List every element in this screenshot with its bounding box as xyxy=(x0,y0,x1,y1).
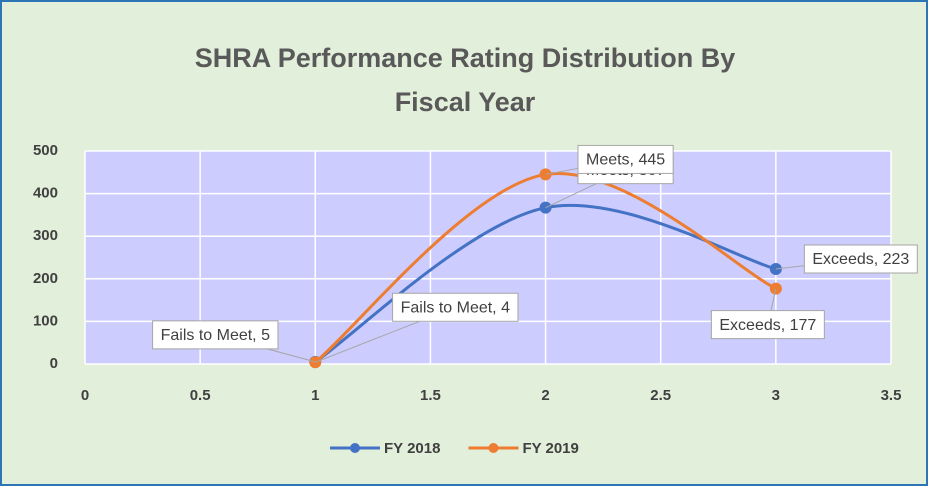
legend-label: FY 2019 xyxy=(522,440,578,457)
y-tick-label: 100 xyxy=(33,312,58,329)
x-tick-label: 2.5 xyxy=(650,387,671,404)
data-label-box xyxy=(392,292,519,322)
data-label-box xyxy=(710,310,825,340)
x-tick-label: 1.5 xyxy=(420,387,441,404)
x-tick-label: 0.5 xyxy=(190,387,211,404)
y-tick-label: 300 xyxy=(33,227,58,244)
x-tick-label: 3 xyxy=(772,387,780,404)
data-label-box xyxy=(803,244,918,274)
data-label: Exceeds, 223 xyxy=(812,251,909,268)
legend-marker xyxy=(350,443,360,453)
data-label-box xyxy=(152,320,279,350)
data-label: Meets, 445 xyxy=(586,152,665,169)
y-tick-label: 400 xyxy=(33,185,58,202)
data-label: Fails to Meet, 4 xyxy=(401,300,510,317)
x-tick-label: 1 xyxy=(311,387,319,404)
data-label: Exceeds, 177 xyxy=(719,317,816,334)
chart-title: SHRA Performance Rating Distribution By … xyxy=(194,43,736,117)
data-label-box xyxy=(577,144,674,174)
y-tick-label: 500 xyxy=(33,142,58,159)
legend-marker xyxy=(488,443,499,453)
x-tick-label: 2 xyxy=(541,387,549,404)
y-tick-label: 0 xyxy=(50,355,58,372)
x-tick-label: 0 xyxy=(81,387,89,404)
data-label: Fails to Meet, 5 xyxy=(161,327,270,344)
y-tick-label: 200 xyxy=(33,270,58,287)
x-tick-label: 3.5 xyxy=(881,387,902,404)
legend-label: FY 2018 xyxy=(384,440,440,457)
